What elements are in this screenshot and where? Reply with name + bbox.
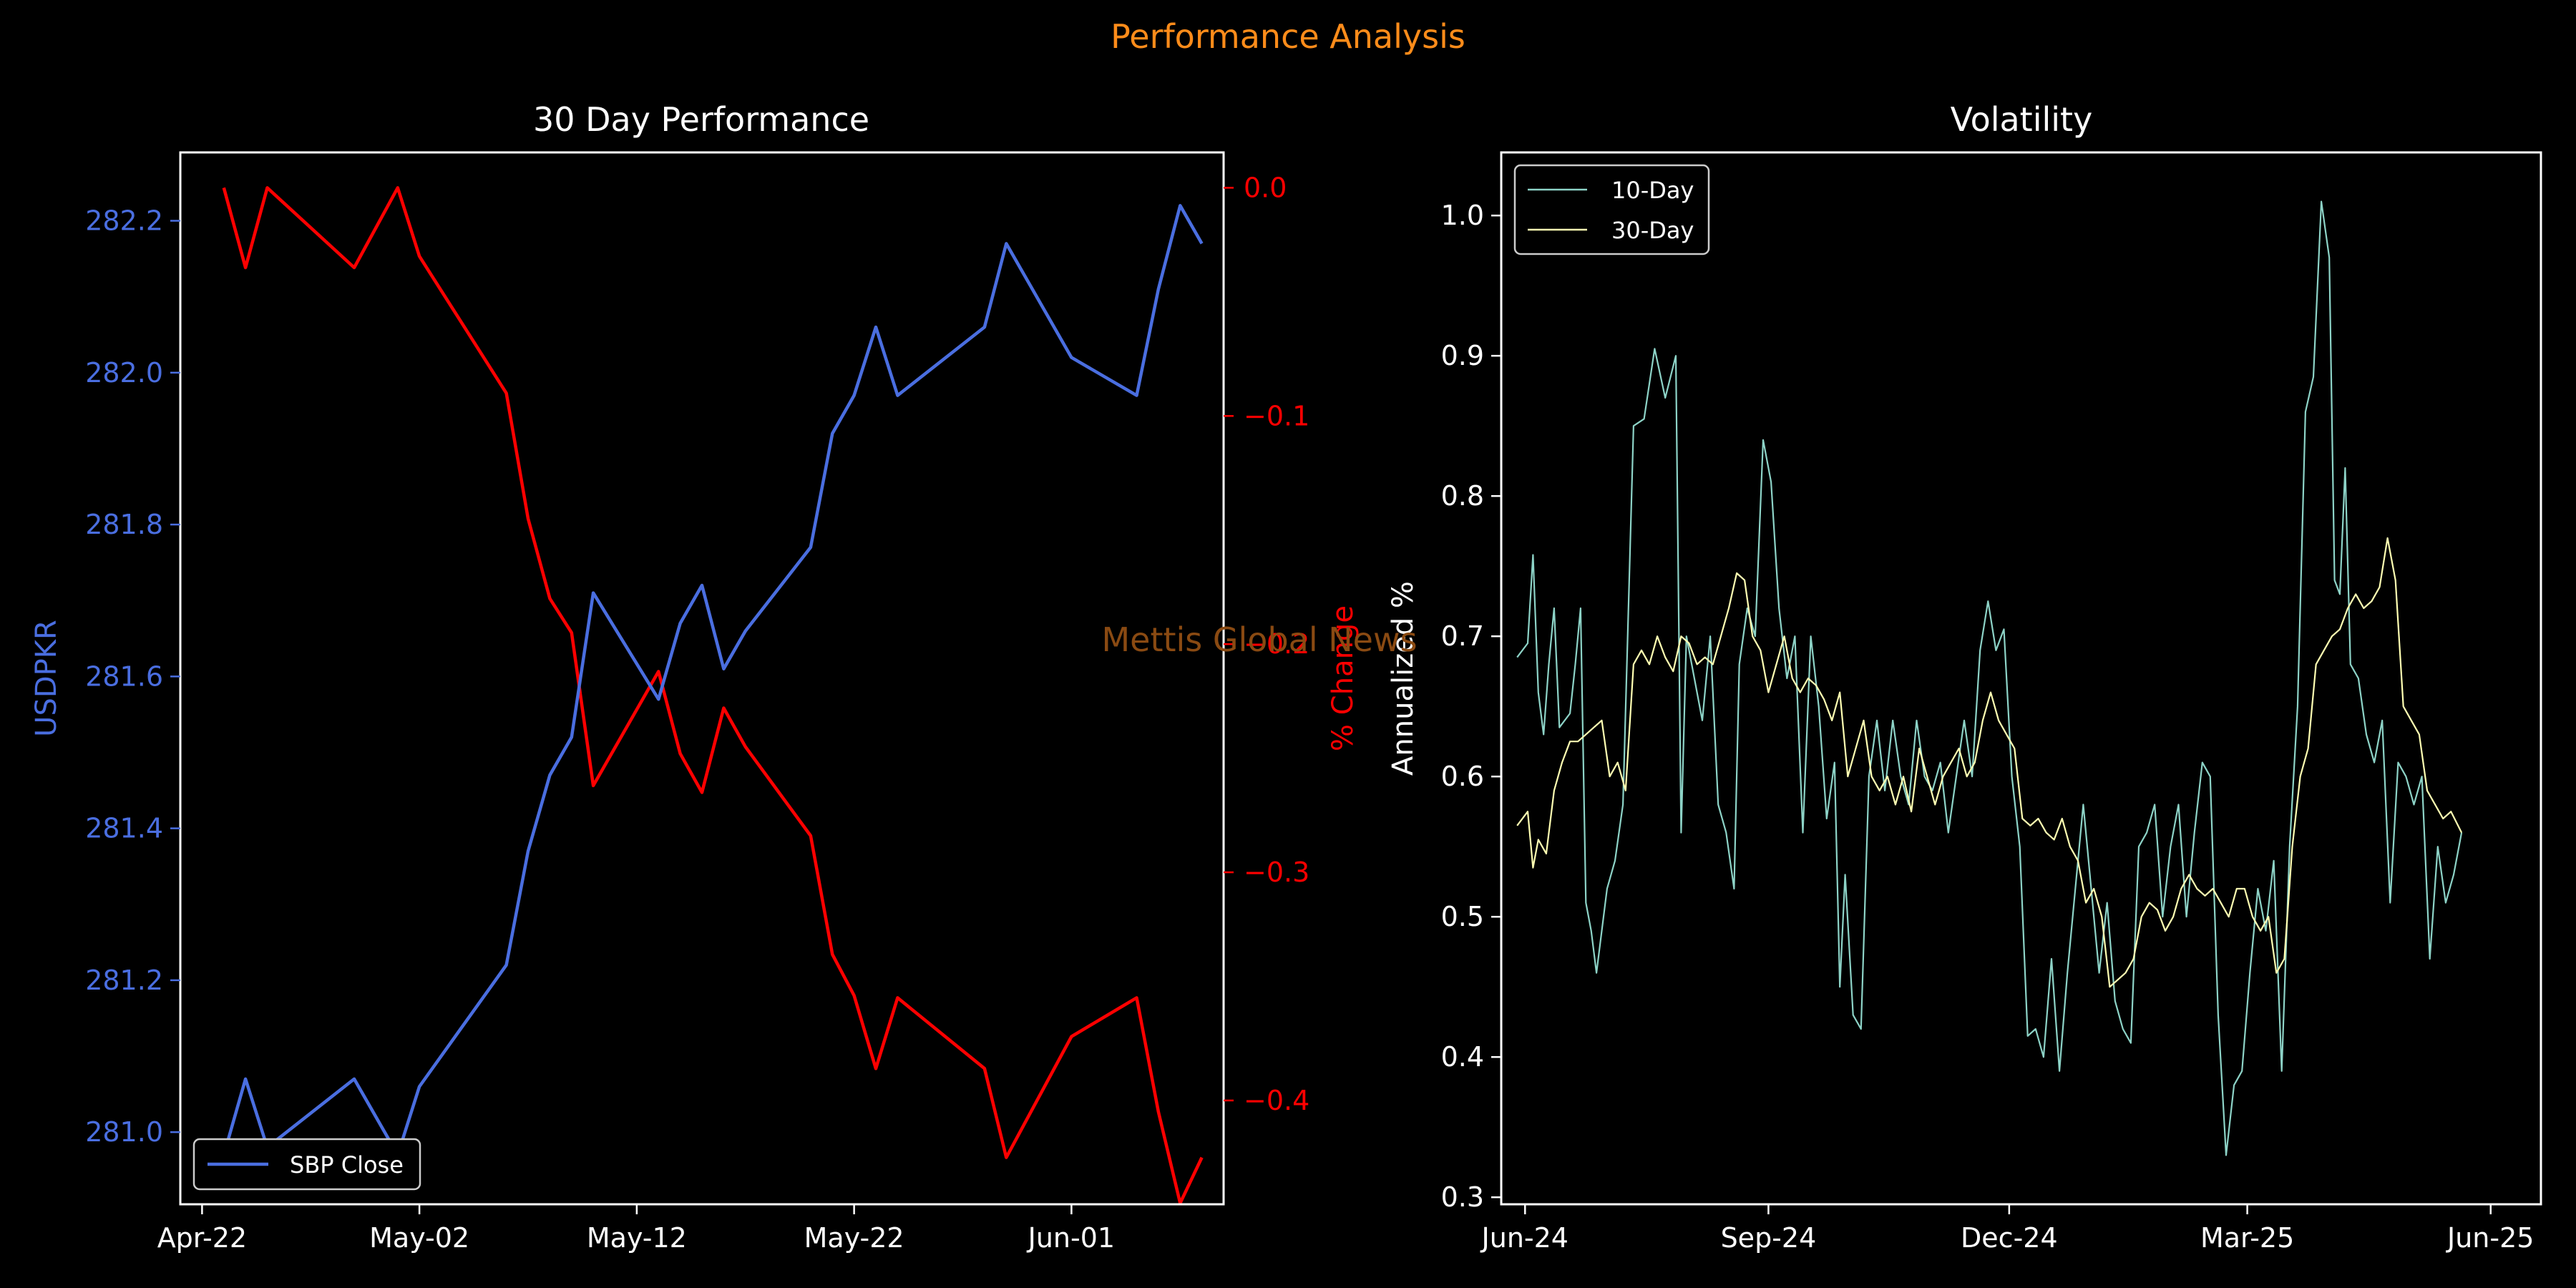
- y-tick-label: 282.2: [85, 205, 163, 237]
- y-axis-usdpkr: 281.0 281.2 281.4 281.6 281.8 282.0 282.2: [85, 205, 180, 1148]
- y-tick-label-right: 0.0: [1244, 172, 1287, 203]
- series-line-30-day: [1516, 537, 2463, 988]
- series-line-pct-change: [222, 186, 1204, 1205]
- panel-30-day-performance: 30 Day Performance Apr-22 May-02 May-12 May…: [30, 100, 1360, 1254]
- watermark: Mettis Global News: [1101, 620, 1417, 659]
- figure-suptitle: Performance Analysis: [1111, 17, 1465, 56]
- x-tick-label: Mar-25: [2200, 1222, 2294, 1254]
- x-axis-right: Jun-24 Sep-24 Dec-24 Mar-25 Jun-25: [1480, 1204, 2534, 1254]
- legend-label-sbp-close: SBP Close: [290, 1151, 404, 1179]
- pct-change-series: [222, 186, 1204, 1205]
- y-tick-label: 0.6: [1441, 761, 1484, 792]
- x-tick-label: Dec-24: [1961, 1222, 2058, 1254]
- legend-left: SBP Close: [192, 1138, 421, 1191]
- y-tick-label: 282.0: [85, 357, 163, 389]
- legend-right: 10-Day 30-Day: [1513, 164, 1710, 255]
- y-axis-label-usdpkr: USDPKR: [30, 620, 63, 737]
- y-tick-label-right: −0.2: [1244, 628, 1309, 660]
- legend-box: [192, 1138, 421, 1191]
- x-tick-label: Sep-24: [1721, 1222, 1817, 1254]
- panel-volatility: Volatility Jun-24 Sep-24 Dec-24 Mar-25 Jun-2…: [1387, 100, 2542, 1254]
- series-line-sbp-close: [222, 204, 1204, 1157]
- y-tick-label-right: −0.3: [1244, 857, 1309, 888]
- y-tick-label: 0.5: [1441, 901, 1484, 932]
- y-tick-label: 281.6: [85, 660, 163, 692]
- x-tick-label: May-12: [587, 1222, 687, 1254]
- y-tick-label: 281.4: [85, 813, 163, 844]
- y-axis-pct-change: 0.0 −0.1 −0.2 −0.3 −0.4: [1224, 172, 1309, 1116]
- x-tick-label: Jun-24: [1480, 1222, 1568, 1254]
- y-tick-label: 281.8: [85, 509, 163, 540]
- x-tick-label: May-22: [804, 1222, 904, 1254]
- x-axis-left: Apr-22 May-02 May-12 May-22 Jun-01: [157, 1204, 1115, 1254]
- y-tick-label: 0.7: [1441, 620, 1484, 652]
- y-tick-label: 0.4: [1441, 1041, 1484, 1073]
- y-axis-label-pct-change: % Change: [1327, 605, 1360, 751]
- volatility-series: [1516, 200, 2463, 1156]
- chart-title-30-day: 30 Day Performance: [533, 100, 869, 139]
- y-axis-annualized: 0.3 0.4 0.5 0.6 0.7 0.8 0.9 1.0: [1441, 200, 1501, 1213]
- y-tick-label: 0.9: [1441, 340, 1484, 371]
- x-tick-label: Jun-01: [1027, 1222, 1115, 1254]
- y-tick-label: 0.8: [1441, 480, 1484, 512]
- y-tick-label: 281.2: [85, 965, 163, 996]
- y-tick-label: 1.0: [1441, 200, 1484, 231]
- series-line-10-day: [1516, 200, 2463, 1156]
- legend-label-30-day: 30-Day: [1611, 217, 1694, 244]
- plot-frame-right: [1500, 151, 2542, 1206]
- y-axis-label-annualized: Annualized %: [1387, 581, 1420, 776]
- legend-box: [1513, 164, 1710, 255]
- x-tick-label: Apr-22: [157, 1222, 247, 1254]
- x-tick-label: May-02: [369, 1222, 469, 1254]
- legend-label-10-day: 10-Day: [1611, 177, 1694, 204]
- y-tick-label-right: −0.4: [1244, 1085, 1309, 1116]
- y-tick-label-right: −0.1: [1244, 400, 1309, 431]
- usdpkr-series: [222, 204, 1204, 1157]
- plot-frame-left: [179, 151, 1225, 1206]
- chart-title-volatility: Volatility: [1951, 100, 2093, 139]
- y-tick-label: 0.3: [1441, 1181, 1484, 1213]
- y-tick-label: 281.0: [85, 1116, 163, 1148]
- x-tick-label: Jun-25: [2446, 1222, 2534, 1254]
